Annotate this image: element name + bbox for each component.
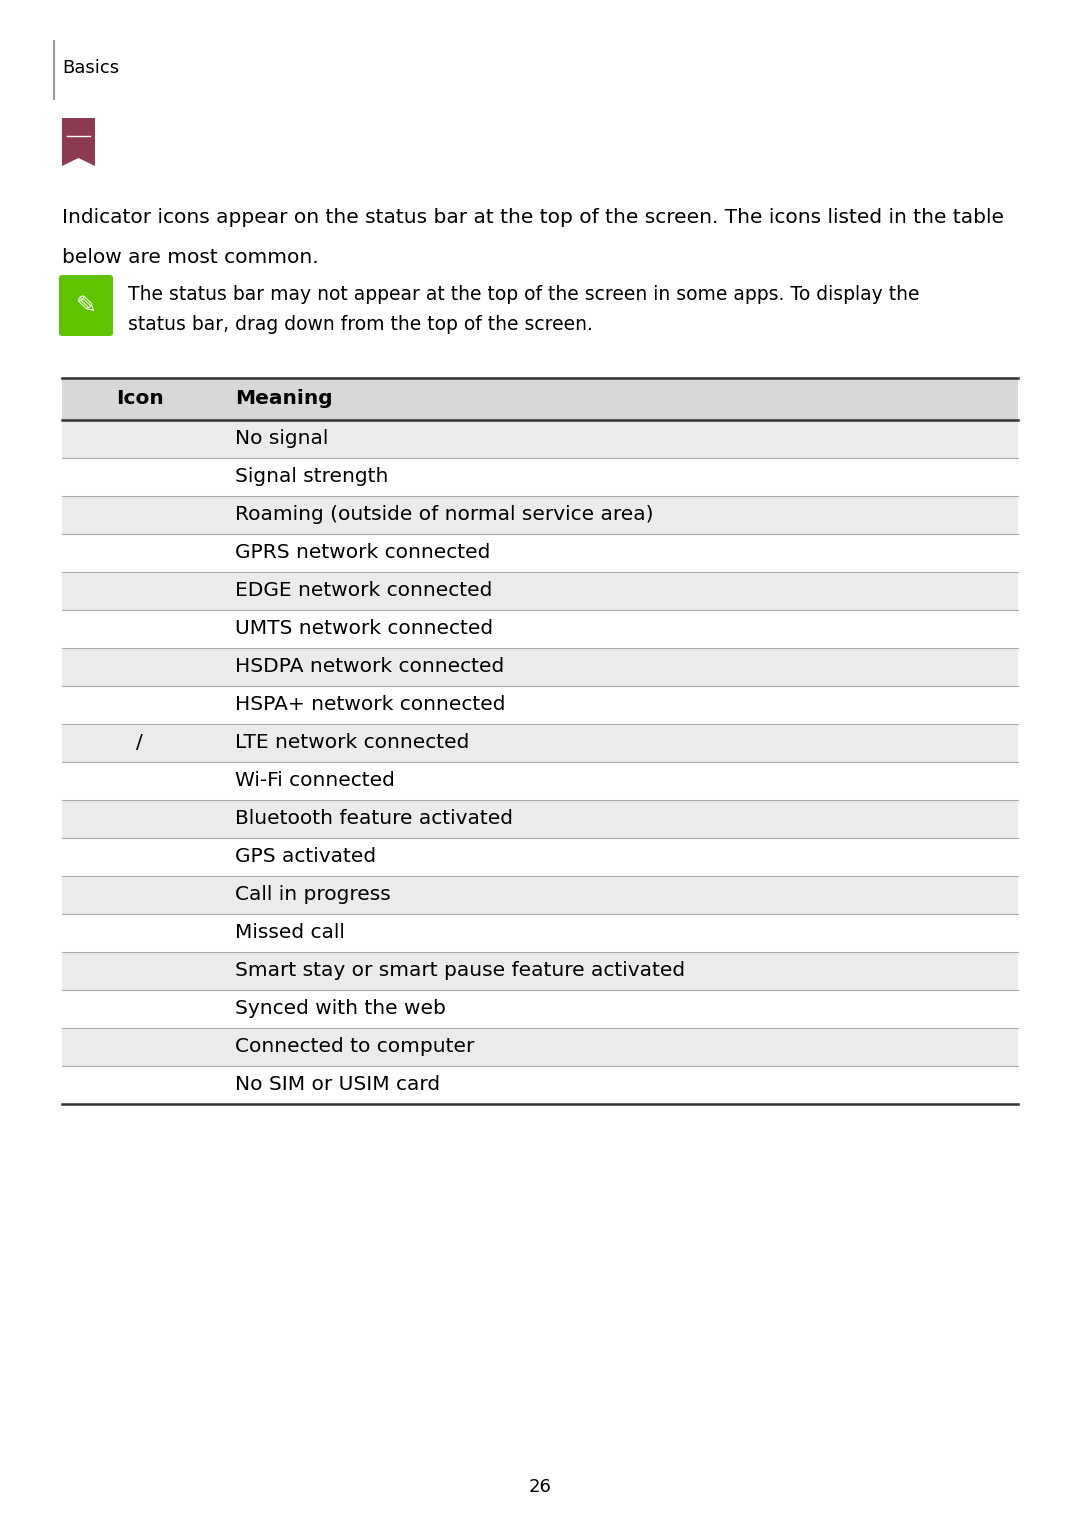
Text: HSPA+ network connected: HSPA+ network connected: [235, 695, 505, 715]
FancyBboxPatch shape: [62, 686, 1018, 724]
Text: below are most common.: below are most common.: [62, 247, 319, 267]
Text: Roaming (outside of normal service area): Roaming (outside of normal service area): [235, 505, 653, 524]
Text: Basics: Basics: [62, 60, 119, 76]
FancyBboxPatch shape: [62, 609, 1018, 647]
Text: ✎: ✎: [76, 293, 96, 318]
Text: Icon: Icon: [116, 389, 163, 409]
FancyBboxPatch shape: [62, 915, 1018, 951]
Text: Synced with the web: Synced with the web: [235, 1000, 446, 1019]
FancyBboxPatch shape: [62, 876, 1018, 915]
Text: status bar, drag down from the top of the screen.: status bar, drag down from the top of th…: [129, 315, 593, 334]
FancyBboxPatch shape: [62, 496, 1018, 534]
FancyBboxPatch shape: [62, 1066, 1018, 1104]
FancyBboxPatch shape: [62, 1028, 1018, 1066]
FancyBboxPatch shape: [62, 379, 1018, 420]
Text: The status bar may not appear at the top of the screen in some apps. To display : The status bar may not appear at the top…: [129, 286, 919, 304]
FancyBboxPatch shape: [62, 420, 1018, 458]
Text: Indicator icons appear on the status bar at the top of the screen. The icons lis: Indicator icons appear on the status bar…: [62, 208, 1004, 228]
Text: EDGE network connected: EDGE network connected: [235, 582, 492, 600]
Text: LTE network connected: LTE network connected: [235, 733, 470, 753]
Text: Smart stay or smart pause feature activated: Smart stay or smart pause feature activa…: [235, 962, 685, 980]
Text: Signal strength: Signal strength: [235, 467, 389, 487]
FancyBboxPatch shape: [62, 951, 1018, 989]
Text: Bluetooth feature activated: Bluetooth feature activated: [235, 809, 513, 829]
Text: /: /: [136, 733, 143, 753]
FancyBboxPatch shape: [62, 800, 1018, 838]
Text: HSDPA network connected: HSDPA network connected: [235, 658, 504, 676]
FancyBboxPatch shape: [62, 647, 1018, 686]
Text: No SIM or USIM card: No SIM or USIM card: [235, 1075, 441, 1095]
Text: 26: 26: [528, 1478, 552, 1496]
FancyBboxPatch shape: [62, 724, 1018, 762]
Text: Connected to computer: Connected to computer: [235, 1037, 474, 1057]
FancyBboxPatch shape: [62, 573, 1018, 609]
Text: GPRS network connected: GPRS network connected: [235, 544, 490, 562]
FancyBboxPatch shape: [62, 989, 1018, 1028]
FancyBboxPatch shape: [62, 458, 1018, 496]
FancyBboxPatch shape: [62, 762, 1018, 800]
Text: Missed call: Missed call: [235, 924, 345, 942]
Polygon shape: [62, 157, 95, 166]
FancyBboxPatch shape: [62, 838, 1018, 876]
Text: GPS activated: GPS activated: [235, 847, 376, 866]
FancyBboxPatch shape: [62, 534, 1018, 573]
FancyBboxPatch shape: [59, 275, 113, 336]
Text: Meaning: Meaning: [235, 389, 333, 409]
Text: UMTS network connected: UMTS network connected: [235, 620, 494, 638]
FancyBboxPatch shape: [62, 118, 95, 166]
Text: Wi-Fi connected: Wi-Fi connected: [235, 771, 395, 791]
Text: No signal: No signal: [235, 429, 328, 449]
Text: Call in progress: Call in progress: [235, 886, 391, 904]
